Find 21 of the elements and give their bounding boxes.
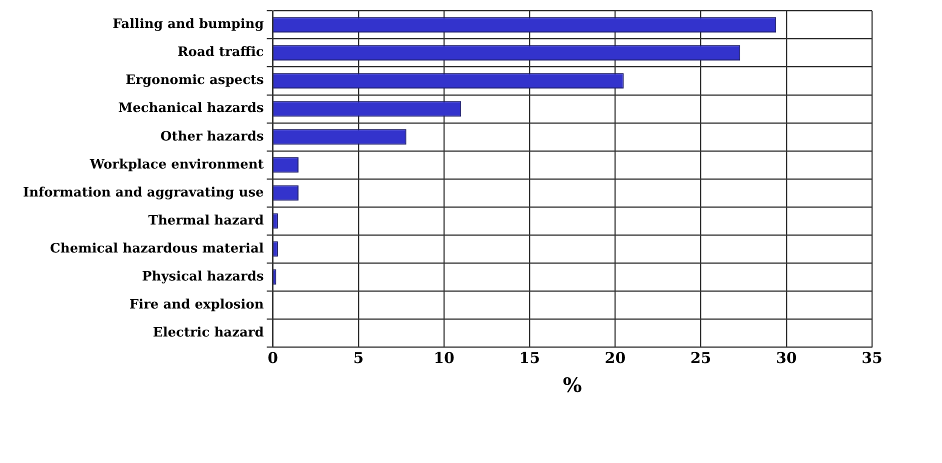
y-tick-label: Electric hazard (152, 325, 264, 340)
y-tick-label: Thermal hazard (148, 213, 264, 228)
x-axis-title: % (562, 373, 582, 398)
x-tick-label: 5 (353, 348, 364, 367)
y-tick-label: Information and aggravating use (23, 185, 264, 200)
y-tick-label: Ergonomic aspects (126, 73, 264, 88)
y-tick-label: Workplace environment (88, 157, 264, 172)
y-tick-label: Road traffic (177, 45, 264, 60)
y-tick-label: Other hazards (160, 129, 264, 144)
x-tick-label: 15 (519, 348, 540, 367)
x-tick-label: 30 (776, 348, 797, 367)
x-tick-label: 20 (604, 348, 626, 367)
y-tick-label: Mechanical hazards (118, 101, 264, 116)
y-tick-label: Falling and bumping (112, 17, 264, 32)
x-tick-label: 0 (268, 348, 278, 367)
y-tick-label: Fire and explosion (129, 297, 264, 312)
x-tick-label: 25 (690, 348, 712, 367)
x-tick-label: 35 (862, 348, 882, 367)
y-tick-label: Physical hazards (142, 269, 264, 284)
x-tick-label: 10 (434, 348, 454, 367)
y-tick-label: Chemical hazardous material (50, 241, 264, 256)
